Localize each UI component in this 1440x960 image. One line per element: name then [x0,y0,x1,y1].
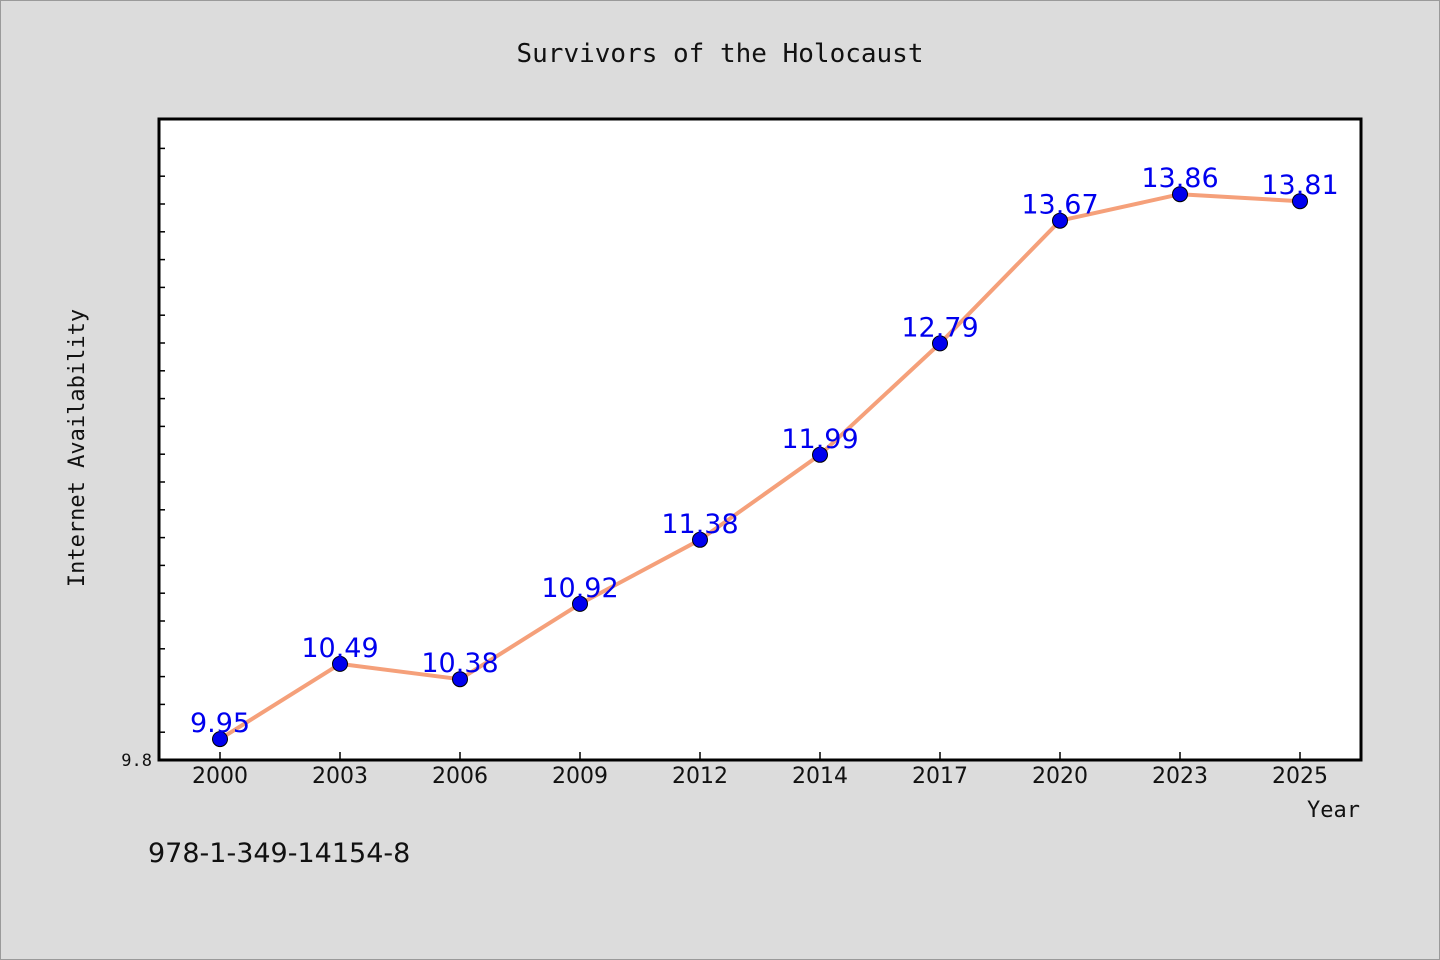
x-tick-label: 2014 [792,764,848,789]
chart-title: Survivors of the Holocaust [517,39,924,69]
series-markers [212,186,1308,748]
x-tick-label: 2000 [192,764,248,789]
data-point [1172,186,1188,203]
data-point [452,671,468,688]
y-axis-label: Internet Availability [65,309,90,587]
data-point [1292,193,1308,210]
plot-area [157,117,1363,762]
y-axis-ticks: 9.8 [121,751,152,771]
data-point [332,655,348,672]
x-tick-label: 2023 [1152,764,1208,789]
x-tick-label: 2003 [312,764,368,789]
isbn-text: 978-1-349-14154-8 [148,838,410,869]
data-label: 9.95 [190,708,250,739]
x-tick-label: 2012 [672,764,728,789]
data-label: 10.38 [421,648,498,679]
y-tick-label: 9.8 [121,751,152,771]
x-tick-label: 2017 [912,764,968,789]
data-point [692,531,708,548]
data-point [572,595,588,612]
data-point [932,335,948,352]
data-label: 13.67 [1021,190,1098,221]
x-tick-label: 2020 [1032,764,1088,789]
data-label: 13.86 [1141,163,1218,194]
x-axis-ticks: 2000 2003 2006 2009 2012 2014 2017 2020 2023 2025 [192,752,1328,789]
series-line [218,192,1301,741]
x-tick-label: 2006 [432,764,488,789]
data-label: 11.99 [781,424,858,455]
x-tick-label: 2025 [1272,764,1328,789]
data-point [212,731,228,748]
data-point [1052,212,1068,229]
x-tick-label: 2009 [552,764,608,789]
data-label: 12.79 [901,312,978,343]
data-label: 10.49 [301,633,378,664]
data-point [812,446,828,463]
data-label: 11.38 [661,509,738,540]
x-axis-label: Year [1307,798,1360,823]
data-labels: 9.95 10.49 10.38 10.92 11.38 11.99 12.79 13.67 1… [190,163,1339,739]
data-label: 13.81 [1261,170,1338,201]
y-minor-ticks [159,147,165,733]
data-label: 10.92 [541,573,618,604]
